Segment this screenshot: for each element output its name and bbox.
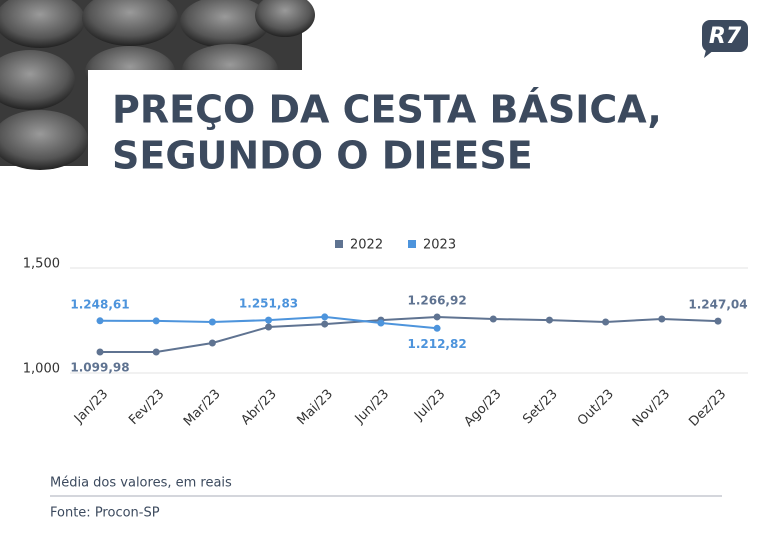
legend-swatch [335,240,343,248]
chart-title: PREÇO DA CESTA BÁSICA, [112,88,662,132]
data-point [321,313,329,321]
data-point [152,348,160,356]
x-tick-label: Set/23 [520,387,561,428]
data-point [545,316,553,324]
x-tick-label: Jul/23 [411,387,448,424]
data-point [96,317,104,325]
chart-title: SEGUNDO O DIEESE [112,134,533,178]
x-tick-label: Nov/23 [630,387,673,430]
x-tick-label: Fev/23 [126,387,167,428]
x-tick-label: Dez/23 [686,387,729,430]
data-point [208,339,216,347]
y-tick-label: 1,500 [23,257,60,272]
logo: R7 [702,20,748,58]
data-point [96,348,104,356]
title-panel [88,70,771,200]
x-tick-label: Out/23 [575,387,617,429]
data-point [265,323,273,331]
data-point [658,315,666,323]
series-line [99,315,719,354]
x-tick-label: Mai/23 [295,387,337,429]
data-point [433,313,441,321]
legend-label: 2022 [350,238,383,253]
note: Média dos valores, em reais [50,476,232,491]
source: Fonte: Procon-SP [50,506,160,521]
data-label: 1.266,92 [407,293,466,307]
data-point [152,317,160,325]
data-label: 1.248,61 [70,297,129,311]
x-tick-label: Mar/23 [181,387,224,430]
logo-text: R7 [709,24,742,49]
data-point [489,315,497,323]
data-label: 1.247,04 [688,298,747,312]
data-point [433,324,441,332]
data-point [265,316,273,324]
x-tick-label: Jun/23 [352,387,392,427]
x-tick-label: Ago/23 [461,387,504,430]
legend-swatch [408,240,416,248]
data-point [208,318,216,326]
data-point [321,320,329,328]
data-point [377,319,385,327]
x-tick-label: Abr/23 [239,387,280,428]
data-point [714,317,722,325]
y-tick-label: 1,000 [23,362,60,377]
data-label: 1.212,82 [407,337,466,351]
data-point [602,318,610,326]
x-tick-label: Jan/23 [71,387,111,427]
data-label: 1.099,98 [70,361,129,375]
legend-label: 2023 [423,238,456,253]
data-label: 1.251,83 [239,297,298,311]
